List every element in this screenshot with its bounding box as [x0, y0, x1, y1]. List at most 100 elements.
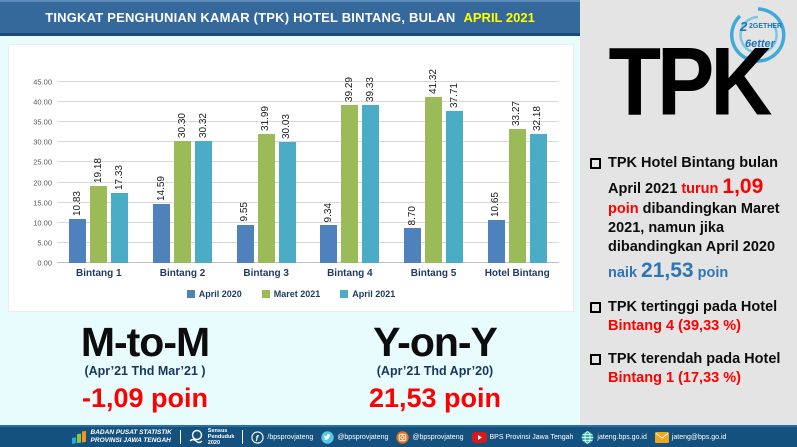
- agency-line1: BADAN PUSAT STATISTIK: [90, 429, 172, 437]
- gridline: [57, 101, 559, 103]
- category-label: Bintang 3: [243, 268, 289, 279]
- y-tick-label: 25.00: [33, 157, 52, 167]
- bar-value-label: 10.65: [490, 192, 502, 218]
- bar-april-2021: 30.32: [195, 113, 212, 263]
- facebook-handle[interactable]: f /bpsprovjateng: [251, 430, 314, 444]
- sensus-line1: Sensus: [207, 427, 228, 434]
- legend-label: April 2020: [198, 289, 242, 299]
- logo-text-top: 2GETHER: [749, 23, 782, 30]
- legend-label: April 2021: [352, 289, 396, 299]
- bar-group: 9.55 31.99 30.03: [224, 82, 308, 263]
- legend-swatch: [261, 290, 270, 298]
- bar-value-label: 39.29: [343, 76, 355, 102]
- category-label: Bintang 5: [410, 268, 457, 279]
- y-tick-label: 35.00: [33, 117, 52, 127]
- bar-value-label: 32.18: [532, 105, 544, 131]
- bar-april-2021: 17.33: [111, 165, 129, 263]
- insight-segment: TPK terendah pada Hotel: [608, 350, 781, 367]
- facebook-text: /bpsprovjateng: [267, 433, 314, 441]
- instagram-text: @bpsprovjateng: [412, 433, 464, 441]
- bar-value-label: 8.70: [406, 205, 418, 226]
- email-contact[interactable]: jateng@bps.go.id: [654, 431, 727, 443]
- mtom-value: -1,09 poin: [81, 383, 209, 413]
- insight-text: TPK Hotel Bintang bulan April 2021 turun…: [608, 154, 789, 284]
- bar-april-2020: 10.65: [487, 192, 505, 263]
- bar-value-label: 9.55: [239, 202, 251, 222]
- y-tick-label: 40.00: [33, 97, 52, 107]
- bar-value-label: 33.27: [511, 101, 523, 127]
- page-title-period: APRIL 2021: [463, 10, 535, 25]
- category-label: Bintang 1: [76, 268, 122, 279]
- y-tick-label: 15.00: [33, 198, 52, 208]
- bps-logo-icon: [71, 430, 86, 444]
- sensus-penduduk-logo-icon: [189, 429, 203, 444]
- twitter-text: @bpsprovjateng: [337, 433, 389, 441]
- footer-divider: [179, 430, 181, 444]
- logo-text-bottom: 6etter: [745, 38, 776, 50]
- mtom-block: M-to-M (Apr’21 Thd Mar’21 ) -1,09 poin: [0, 322, 290, 414]
- youtube-channel[interactable]: BPS Provinsi Jawa Tengah: [471, 431, 573, 443]
- insight-segment: TPK tertinggi pada Hotel: [608, 298, 778, 315]
- bar-group: 10.83 19.18 17.33: [57, 82, 141, 263]
- bar-value-label: 17.33: [113, 165, 125, 191]
- legend-swatch: [340, 290, 349, 298]
- y-tick-label: 30.00: [33, 137, 52, 147]
- tpk-bar-chart: 0.00 5.00 10.00 15.00 20.00 25.00 30.00 35.00 40…: [8, 44, 574, 312]
- page-title: TINGKAT PENGHUNIAN KAMAR (TPK) HOTEL BIN…: [45, 10, 456, 25]
- bps-branding: BADAN PUSAT STATISTIK PROVINSI JAWA TENG…: [71, 429, 172, 445]
- square-bullet-icon: [590, 158, 601, 169]
- gridline: [57, 201, 559, 203]
- yony-value: 21,53 poin: [368, 383, 502, 413]
- square-bullet-icon: [590, 301, 601, 313]
- insight-segment: Bintang 4 (39,33 %): [608, 317, 741, 334]
- bar-group: 14.59 30.30 30.32: [141, 82, 225, 263]
- bar-april-2020: 14.59: [153, 176, 170, 263]
- website-link[interactable]: jateng.bps.go.id: [581, 430, 647, 444]
- insight-text: TPK tertinggi pada Hotel Bintang 4 (39,3…: [608, 298, 789, 336]
- yony-title: Y-on-Y: [373, 319, 498, 365]
- legend-item: Maret 2021: [261, 289, 321, 299]
- instagram-handle[interactable]: @bpsprovjateng: [396, 430, 464, 444]
- gridline: [57, 241, 559, 243]
- bar-maret-2021: 31.99: [257, 106, 275, 263]
- facebook-icon: f: [251, 430, 265, 444]
- svg-text:f: f: [256, 433, 260, 443]
- bar-april-2020: 10.83: [69, 191, 87, 263]
- bar-value-label: 10.83: [71, 191, 83, 217]
- insight-highest: TPK tertinggi pada Hotel Bintang 4 (39,3…: [590, 298, 789, 336]
- youtube-icon: [471, 431, 487, 443]
- twitter-handle[interactable]: @bpsprovjateng: [321, 430, 389, 444]
- bar-value-label: 37.71: [448, 83, 460, 109]
- footer-divider: [242, 430, 244, 444]
- email-text: jateng@bps.go.id: [671, 433, 727, 441]
- bar-maret-2021: 33.27: [508, 101, 526, 263]
- legend-label: Maret 2021: [273, 289, 321, 299]
- bar-value-label: 30.32: [197, 113, 209, 139]
- bar-april-2020: 8.70: [404, 206, 422, 263]
- logo-2-glyph: 2: [739, 19, 748, 34]
- category-label: Hotel Bintang: [484, 268, 550, 279]
- insights-list: TPK Hotel Bintang bulan April 2021 turun…: [590, 154, 789, 387]
- y-tick-label: 20.00: [33, 178, 52, 188]
- bar-value-label: 41.32: [427, 68, 439, 94]
- category-label: Bintang 2: [159, 268, 206, 279]
- bar-april-2021: 39.33: [362, 77, 380, 263]
- bar-group: 10.65 33.27 32.18: [475, 82, 559, 263]
- bar-value-label: 9.34: [322, 202, 334, 223]
- sensus-line3: 2020: [207, 440, 221, 447]
- category-label: Bintang 4: [327, 268, 373, 279]
- website-text: jateng.bps.go.id: [597, 433, 647, 441]
- insight-segment: naik: [608, 264, 642, 281]
- chart-legend: April 2020 Maret 2021 April 2021: [9, 289, 573, 299]
- globe-icon: [582, 430, 594, 444]
- sensus-text: Sensus Penduduk 2020: [208, 428, 235, 447]
- bar-value-label: 30.03: [281, 114, 293, 140]
- insight-mtom-yony: TPK Hotel Bintang bulan April 2021 turun…: [590, 154, 789, 284]
- bar-april-2020: 9.34: [320, 203, 338, 263]
- yony-block: Y-on-Y (Apr’21 Thd Apr’20) 21,53 poin: [290, 322, 580, 414]
- sensus-2gether-better-logo: 2 2GETHER 6etter: [730, 7, 786, 63]
- square-bullet-icon: [590, 353, 601, 365]
- summary-panel: 2 2GETHER 6etter TPK TPK Hotel Bintang b…: [580, 0, 797, 425]
- bar-value-label: 39.33: [364, 76, 376, 102]
